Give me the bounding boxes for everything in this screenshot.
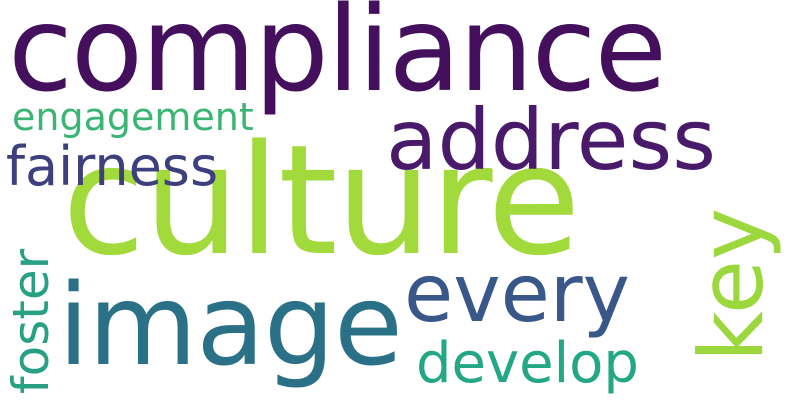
word-every: every (404, 247, 631, 340)
word-compliance: compliance (8, 0, 667, 118)
word-foster: foster (2, 248, 60, 394)
word-image: image (58, 261, 403, 391)
word-develop: develop (416, 331, 639, 396)
word-address: address (386, 91, 717, 189)
word-engagement: engagement (12, 95, 254, 139)
word-key: key (680, 207, 783, 362)
word-fairness: fairness (6, 135, 219, 198)
word-culture: culture (62, 112, 581, 289)
